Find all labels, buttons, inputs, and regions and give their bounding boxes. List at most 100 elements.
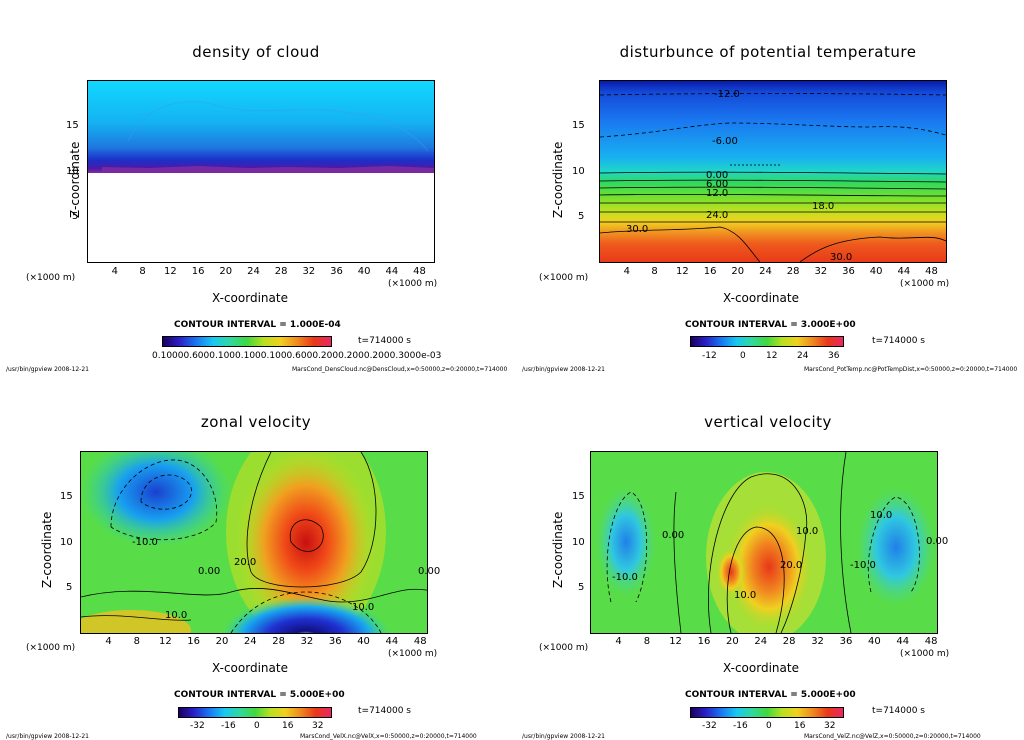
- contour-label: 18.0: [812, 201, 835, 212]
- x-unit-label: (×1000 m): [539, 273, 589, 283]
- x-unit-label: (×1000 m): [900, 279, 950, 289]
- footer-left: /usr/bin/gpview 2008-12-21: [6, 733, 89, 740]
- contour-label: 12.0: [706, 188, 729, 199]
- x-tick-label: 4: [623, 266, 631, 277]
- plot-area: [87, 80, 435, 263]
- contour-interval: CONTOUR INTERVAL = 5.000E+00: [685, 690, 856, 700]
- contour-label: 0.00: [926, 536, 949, 547]
- x-unit-label: (×1000 m): [900, 649, 950, 659]
- x-tick-label: 36: [842, 266, 855, 277]
- x-tick-label: 28: [272, 636, 285, 647]
- chart-title: zonal velocity: [200, 413, 312, 431]
- x-tick-label: 16: [697, 636, 711, 647]
- contour-label: 10.0: [870, 510, 893, 521]
- footer-right: MarsCond_VelZ.nc@VelZ,x=0:50000,z=0:2000…: [804, 733, 981, 740]
- vertical-velocity-field: [591, 452, 937, 633]
- x-tick-label: 24: [759, 266, 772, 277]
- x-tick-label: 24: [243, 636, 257, 647]
- y-tick-label: 10: [60, 537, 73, 548]
- contour-label: 10.0: [352, 602, 375, 613]
- colorbar-label: -16: [221, 721, 236, 731]
- x-tick-label: 36: [839, 636, 853, 647]
- colorbar: [690, 707, 844, 718]
- x-tick-label: 32: [302, 266, 316, 277]
- x-tick-label: 48: [924, 636, 938, 647]
- y-axis-label: Z-coordinate: [68, 141, 82, 218]
- x-tick-label: 20: [215, 636, 229, 647]
- x-tick-label: 4: [111, 266, 119, 277]
- x-unit-label: (×1000 m): [26, 643, 76, 653]
- contour-label: -10.0: [850, 560, 876, 571]
- x-tick-label: 12: [158, 636, 172, 647]
- cloud-base-edge: [102, 166, 434, 173]
- x-tick-label: 32: [811, 636, 824, 647]
- downdraft-left: [596, 487, 656, 597]
- contour-label: 30.0: [626, 224, 649, 235]
- footer-right: MarsCond_PotTemp.nc@PotTempDist,x=0:5000…: [804, 366, 1018, 373]
- colorbar-label: 0: [254, 721, 260, 731]
- footer-right: MarsCond_VelX.nc@VelX,x=0:50000,z=0:2000…: [300, 733, 477, 740]
- plot-area: [80, 451, 428, 634]
- colorbar-label: 24: [797, 351, 809, 361]
- x-tick-label: 16: [187, 636, 200, 647]
- temperature-fill: [600, 81, 946, 262]
- x-tick-label: 44: [385, 636, 399, 647]
- zonal-velocity-field: [81, 452, 427, 633]
- x-tick-label: 40: [357, 636, 370, 647]
- contour-interval: CONTOUR INTERVAL = 1.000E-04: [174, 320, 341, 330]
- x-tick-label: 32: [814, 266, 828, 277]
- y-tick-label: 10: [572, 166, 585, 177]
- jet-negative-upper: [81, 452, 231, 547]
- density-cloud-field: [88, 81, 434, 173]
- x-axis-label: X-coordinate: [212, 661, 288, 675]
- y-tick-label: 5: [66, 582, 73, 593]
- x-tick-label: 20: [726, 636, 739, 647]
- contour-label: 6.00: [706, 179, 729, 190]
- time-label: t=714000 s: [358, 706, 411, 716]
- footer-left: /usr/bin/gpview 2008-12-21: [522, 733, 605, 740]
- contour-label: 0.00: [662, 530, 685, 541]
- potential-temperature-field: [600, 81, 946, 262]
- colorbar-label: 32: [312, 721, 324, 731]
- x-tick-label: 8: [643, 636, 651, 647]
- x-tick-label: 48: [413, 266, 426, 277]
- x-tick-label: 32: [300, 636, 314, 647]
- contour-label: 0.00: [198, 566, 221, 577]
- x-tick-label: 48: [925, 266, 938, 277]
- contour-label: 10.0: [796, 526, 819, 537]
- contour-label: 30.0: [830, 252, 853, 263]
- contour-label: 20.0: [234, 557, 257, 568]
- time-label: t=714000 s: [358, 336, 411, 346]
- colorbar-label: 0.10000.6000.1000.1000.1000.6000.2000.20…: [152, 351, 442, 361]
- colorbar-label: 32: [824, 721, 836, 731]
- time-label: t=714000 s: [872, 336, 925, 346]
- cloud-layer: [88, 81, 434, 173]
- contour-label: -10.0: [612, 572, 638, 583]
- plot-area: [599, 80, 947, 263]
- x-tick-label: 40: [357, 266, 371, 277]
- x-tick-label: 44: [897, 266, 911, 277]
- x-tick-label: 44: [896, 636, 910, 647]
- x-tick-label: 36: [330, 266, 343, 277]
- chart-title: disturbunce of potential temperature: [619, 43, 917, 61]
- colorbar-label: 12: [766, 351, 778, 361]
- chart-title: density of cloud: [192, 43, 320, 61]
- y-axis-label: Z-coordinate: [551, 141, 565, 218]
- x-axis-label: X-coordinate: [723, 291, 799, 305]
- x-tick-label: 16: [191, 266, 205, 277]
- colorbar-label: 0: [740, 351, 746, 361]
- contour-label: 20.0: [780, 560, 803, 571]
- colorbar: [162, 336, 332, 347]
- x-axis-label: X-coordinate: [212, 291, 288, 305]
- x-tick-label: 8: [139, 266, 146, 277]
- x-axis-label: X-coordinate: [723, 661, 799, 675]
- y-tick-label: 15: [66, 120, 79, 131]
- colorbar-label: -16: [733, 721, 748, 731]
- x-unit-label: (×1000 m): [388, 649, 438, 659]
- y-tick-label: 10: [572, 537, 585, 548]
- x-tick-label: 12: [676, 266, 689, 277]
- contour-lines: [81, 452, 427, 633]
- colorbar-label: 36: [828, 351, 840, 361]
- footer-left: /usr/bin/gpview 2008-12-21: [522, 366, 605, 373]
- colorbar-label: 0: [766, 721, 772, 731]
